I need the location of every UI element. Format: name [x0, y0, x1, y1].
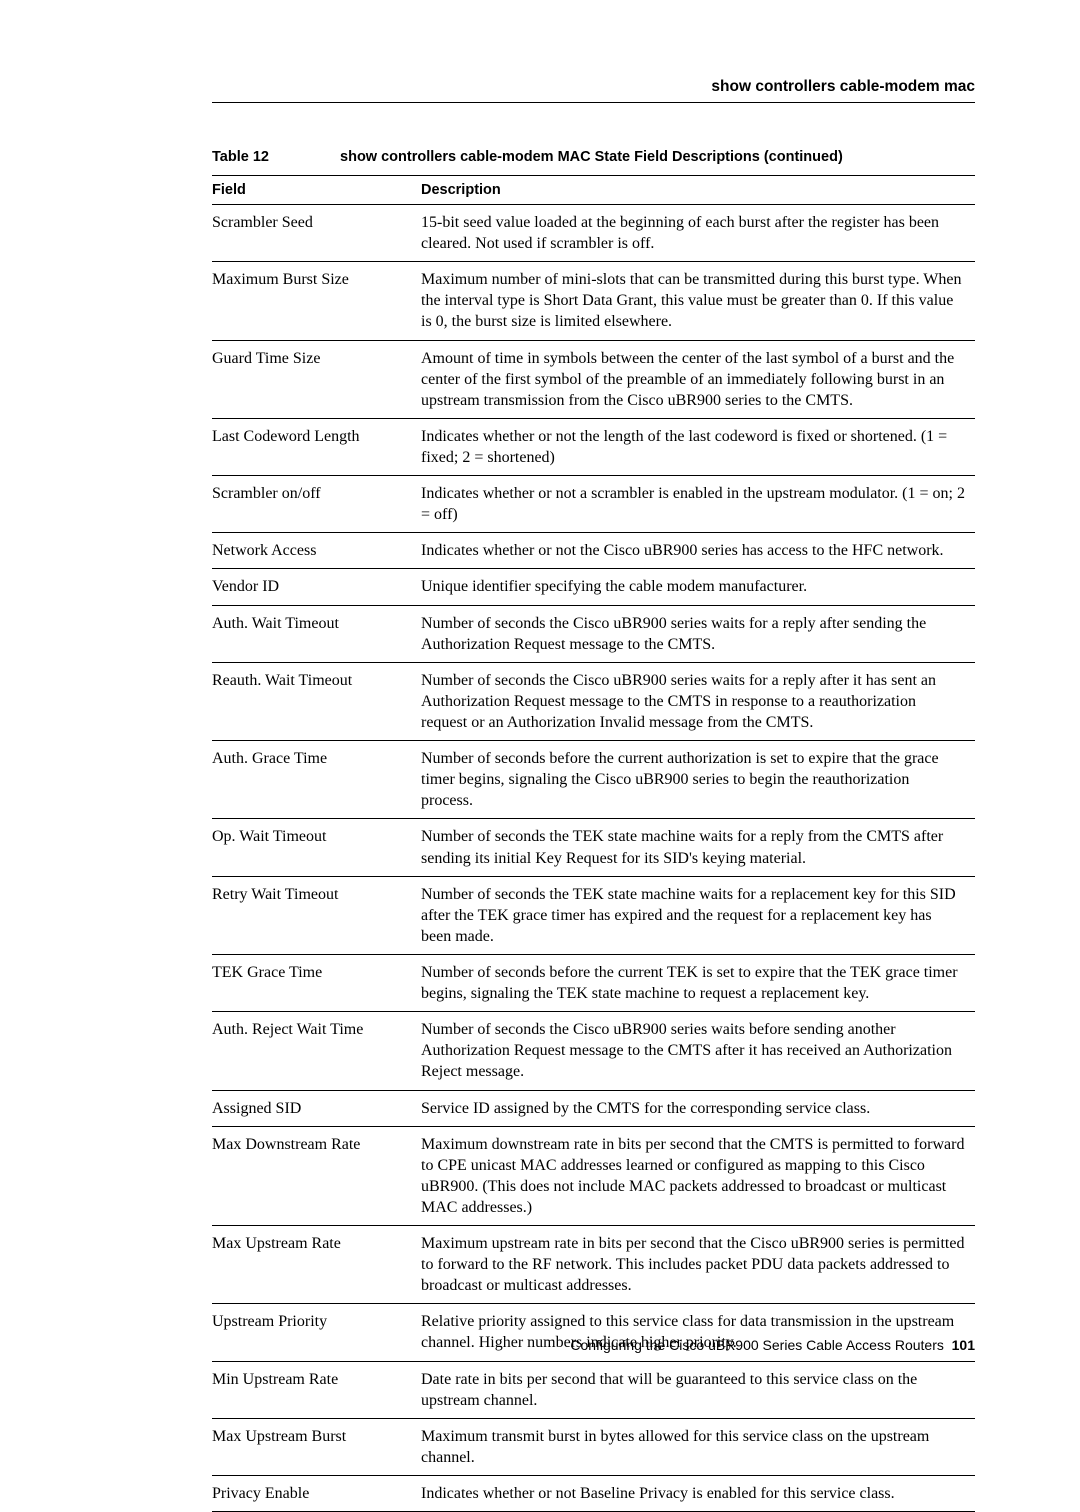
cell-description: Service ID assigned by the CMTS for the … — [421, 1090, 975, 1126]
cell-field: Upstream Priority — [212, 1304, 421, 1361]
cell-description: Amount of time in symbols between the ce… — [421, 340, 975, 418]
cell-field: Retry Wait Timeout — [212, 876, 421, 954]
table-caption-title: show controllers cable-modem MAC State F… — [340, 149, 843, 165]
cell-description: Number of seconds before the current TEK… — [421, 954, 975, 1011]
cell-description: Indicates whether or not Baseline Privac… — [421, 1476, 975, 1512]
cell-field: Vendor ID — [212, 569, 421, 605]
cell-description: Indicates whether or not the Cisco uBR90… — [421, 533, 975, 569]
table-row: Last Codeword LengthIndicates whether or… — [212, 418, 975, 475]
cell-description: Number of seconds before the current aut… — [421, 741, 975, 819]
cell-field: Max Upstream Rate — [212, 1226, 421, 1304]
cell-field: Op. Wait Timeout — [212, 819, 421, 876]
table-caption: Table 12 show controllers cable-modem MA… — [212, 149, 975, 165]
table-row: Auth. Grace TimeNumber of seconds before… — [212, 741, 975, 819]
cell-description: Maximum upstream rate in bits per second… — [421, 1226, 975, 1304]
cell-description: Number of seconds the TEK state machine … — [421, 819, 975, 876]
table-row: Auth. Wait TimeoutNumber of seconds the … — [212, 605, 975, 662]
table-row: Privacy EnableIndicates whether or not B… — [212, 1476, 975, 1512]
field-description-table: Field Description Scrambler Seed15-bit s… — [212, 175, 975, 1512]
table-row: Vendor IDUnique identifier specifying th… — [212, 569, 975, 605]
table-header-row: Field Description — [212, 176, 975, 205]
table-row: Max Downstream RateMaximum downstream ra… — [212, 1126, 975, 1225]
header-bar: show controllers cable-modem mac — [212, 78, 975, 103]
cell-field: Maximum Burst Size — [212, 262, 421, 340]
table-row: Reauth. Wait TimeoutNumber of seconds th… — [212, 662, 975, 740]
table-body: Scrambler Seed15-bit seed value loaded a… — [212, 205, 975, 1512]
cell-field: Network Access — [212, 533, 421, 569]
page-footer: Configuring the Cisco uBR900 Series Cabl… — [570, 1337, 975, 1353]
page-header-title: show controllers cable-modem mac — [711, 78, 975, 95]
table-row: Retry Wait TimeoutNumber of seconds the … — [212, 876, 975, 954]
col-header-field: Field — [212, 176, 421, 205]
cell-field: Guard Time Size — [212, 340, 421, 418]
cell-description: Indicates whether or not a scrambler is … — [421, 476, 975, 533]
cell-field: Last Codeword Length — [212, 418, 421, 475]
table-row: Guard Time SizeAmount of time in symbols… — [212, 340, 975, 418]
table-row: Min Upstream RateDate rate in bits per s… — [212, 1361, 975, 1418]
cell-description: 15-bit seed value loaded at the beginnin… — [421, 205, 975, 262]
cell-field: Scrambler Seed — [212, 205, 421, 262]
page-content: show controllers cable-modem mac Table 1… — [0, 0, 1080, 1512]
table-row: Op. Wait TimeoutNumber of seconds the TE… — [212, 819, 975, 876]
cell-field: Min Upstream Rate — [212, 1361, 421, 1418]
table-number-label: Table 12 — [212, 149, 336, 165]
table-row: Scrambler Seed15-bit seed value loaded a… — [212, 205, 975, 262]
cell-field: TEK Grace Time — [212, 954, 421, 1011]
cell-field: Auth. Wait Timeout — [212, 605, 421, 662]
cell-description: Number of seconds the Cisco uBR900 serie… — [421, 605, 975, 662]
table-row: TEK Grace TimeNumber of seconds before t… — [212, 954, 975, 1011]
col-header-description: Description — [421, 176, 975, 205]
cell-field: Reauth. Wait Timeout — [212, 662, 421, 740]
cell-description: Unique identifier specifying the cable m… — [421, 569, 975, 605]
table-row: Max Upstream RateMaximum upstream rate i… — [212, 1226, 975, 1304]
table-row: Maximum Burst SizeMaximum number of mini… — [212, 262, 975, 340]
cell-field: Assigned SID — [212, 1090, 421, 1126]
table-row: Assigned SIDService ID assigned by the C… — [212, 1090, 975, 1126]
cell-description: Maximum number of mini-slots that can be… — [421, 262, 975, 340]
cell-description: Date rate in bits per second that will b… — [421, 1361, 975, 1418]
cell-field: Max Downstream Rate — [212, 1126, 421, 1225]
footer-page-number: 101 — [952, 1337, 975, 1353]
cell-field: Max Upstream Burst — [212, 1418, 421, 1475]
cell-field: Privacy Enable — [212, 1476, 421, 1512]
cell-description: Maximum downstream rate in bits per seco… — [421, 1126, 975, 1225]
cell-description: Indicates whether or not the length of t… — [421, 418, 975, 475]
footer-text: Configuring the Cisco uBR900 Series Cabl… — [570, 1337, 944, 1353]
cell-field: Auth. Grace Time — [212, 741, 421, 819]
table-row: Network AccessIndicates whether or not t… — [212, 533, 975, 569]
cell-description: Number of seconds the Cisco uBR900 serie… — [421, 1012, 975, 1090]
cell-field: Scrambler on/off — [212, 476, 421, 533]
table-row: Scrambler on/offIndicates whether or not… — [212, 476, 975, 533]
cell-description: Maximum transmit burst in bytes allowed … — [421, 1418, 975, 1475]
cell-description: Number of seconds the TEK state machine … — [421, 876, 975, 954]
table-row: Auth. Reject Wait TimeNumber of seconds … — [212, 1012, 975, 1090]
table-row: Max Upstream BurstMaximum transmit burst… — [212, 1418, 975, 1475]
cell-field: Auth. Reject Wait Time — [212, 1012, 421, 1090]
cell-description: Number of seconds the Cisco uBR900 serie… — [421, 662, 975, 740]
